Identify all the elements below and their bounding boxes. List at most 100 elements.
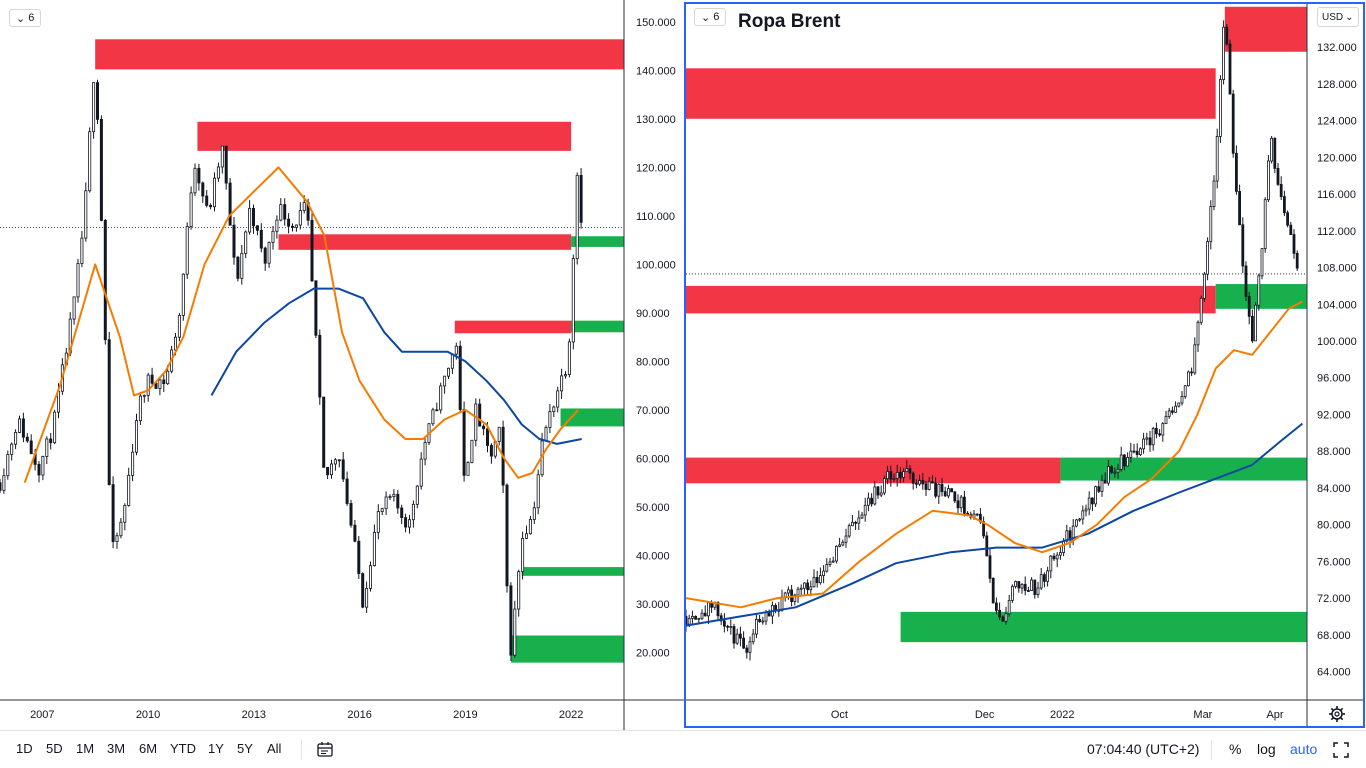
right-candle-body [1014,581,1017,587]
left-candle-body [478,403,482,427]
range-ytd-button[interactable]: YTD [170,741,196,756]
left-candle-body [10,443,14,455]
log-scale-button[interactable]: log [1257,741,1276,757]
right-candle-body [927,481,931,490]
left-price-tick-label: 80.000 [636,356,670,368]
right-demand-zone[interactable] [900,611,1307,643]
right-price-tick-label: 128.000 [1317,79,1357,91]
right-supply-zone[interactable] [686,68,1216,119]
right-time-tick-label: Dec [975,709,995,721]
left-ma-fast-line[interactable] [23,166,579,484]
right-interval-button[interactable]: ⌄ 6 [694,8,727,26]
right-chart-pane[interactable]: 64.000 68.000 72.000 76.000 80.000 84.000 88.0… [684,2,1365,728]
right-candle-body [985,535,989,557]
left-candle-body [556,390,560,408]
date-range-icon[interactable] [316,741,334,759]
right-candle-body [1129,450,1133,458]
right-candle-body [1126,457,1129,467]
right-supply-zone[interactable] [686,285,1216,314]
right-candle-body [828,561,832,565]
right-candle-body [879,492,883,496]
left-candle-body [368,565,372,589]
range-1d-button[interactable]: 1D [16,741,33,756]
left-demand-zone[interactable] [571,320,624,333]
left-candle-body [201,182,205,197]
left-candle-body [25,436,29,442]
left-price-tick-label: 60.000 [636,453,670,465]
right-candle-body [873,486,877,505]
percent-scale-button[interactable]: % [1229,741,1242,757]
right-candle-body [1043,574,1046,582]
left-candle-body [509,585,513,656]
left-price-tick-label: 70.000 [636,405,670,417]
left-supply-zone[interactable] [278,234,572,250]
right-demand-zone[interactable] [1060,457,1307,481]
range-5d-button[interactable]: 5D [46,741,63,756]
left-candle-body [279,204,283,221]
left-candle-body [267,242,271,264]
right-plot-background[interactable] [686,4,1307,700]
right-candle-body [1049,555,1053,572]
left-candle-body [333,459,337,465]
settings-gear-icon[interactable] [1329,706,1345,722]
right-candle-body [1007,599,1011,615]
left-ma-slow-line[interactable] [210,287,582,445]
right-candle-body [1222,26,1225,80]
left-candle-body [361,573,365,608]
left-supply-zone[interactable] [454,320,572,334]
right-candle-body [732,626,736,644]
left-demand-zone[interactable] [571,236,624,247]
right-candle-body [1174,405,1177,413]
right-candle-body [953,491,957,502]
left-interval-button[interactable]: ⌄ 6 [9,9,42,27]
left-candle-body [497,426,501,442]
left-candle-body [552,406,556,413]
left-demand-zone[interactable] [521,567,624,576]
range-all-button[interactable]: All [267,741,282,756]
right-demand-zone[interactable] [1215,284,1307,309]
left-candle-body [84,190,88,239]
left-demand-zone[interactable] [511,635,624,663]
left-supply-zone[interactable] [197,121,572,151]
right-candle-body [1244,265,1248,297]
left-price-tick-label: 30.000 [636,599,670,611]
right-candle-body [1151,428,1155,446]
right-candle-body [1155,428,1158,435]
currency-button[interactable]: USD ⌄ [1317,7,1359,27]
right-candle-body [899,472,902,478]
right-candle-body [1036,587,1040,595]
right-supply-zone[interactable] [686,457,1061,484]
range-1y-button[interactable]: 1Y [208,741,224,756]
left-candle-body [349,503,353,526]
clock-display[interactable]: 07:04:40 (UTC+2) [1087,741,1200,757]
right-time-tick-label: Apr [1266,709,1283,721]
fullscreen-icon[interactable] [1332,741,1350,759]
right-supply-zone[interactable] [1224,6,1307,52]
right-candle-body [1011,585,1014,601]
left-candle-body [41,456,45,476]
left-chart-pane[interactable]: 20.000 30.000 40.000 50.000 60.000 70.000 80.0… [0,0,684,730]
right-ma-fast-line[interactable] [685,300,1303,609]
right-candle-body [742,637,745,649]
right-candle-body [895,472,899,479]
auto-scale-button[interactable]: auto [1290,741,1318,757]
right-candle-body [1228,43,1232,95]
right-candle-body [1148,437,1152,446]
right-candle-body [876,486,880,496]
left-candle-body [482,425,486,430]
range-6m-button[interactable]: 6M [139,741,158,756]
left-ma-lines [23,166,582,484]
right-candle-body [854,521,857,524]
left-candle-body [181,273,185,316]
range-1m-button[interactable]: 1M [76,741,95,756]
left-candle-body [517,571,521,610]
right-price-tick-label: 124.000 [1317,116,1357,128]
left-candle-body [6,454,10,477]
range-5y-button[interactable]: 5Y [237,741,253,756]
left-candle-body [127,474,131,506]
range-3m-button[interactable]: 3M [107,741,126,756]
left-supply-zone[interactable] [95,39,624,70]
right-ma-slow-line[interactable] [685,422,1304,627]
left-candle-body [216,166,220,179]
left-candle-body [173,336,177,351]
